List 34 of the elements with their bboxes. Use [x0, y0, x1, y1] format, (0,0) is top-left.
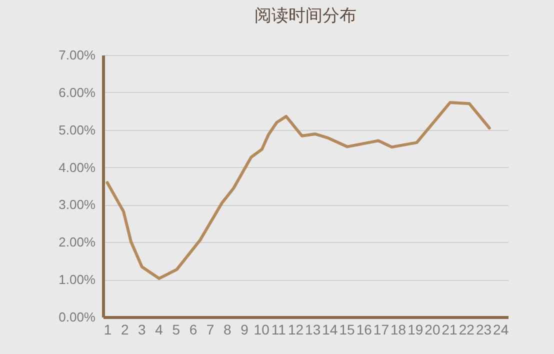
- x-tick-label: 14: [322, 322, 338, 338]
- x-tick-label: 13: [305, 322, 321, 338]
- x-tick-label: 3: [138, 322, 146, 338]
- y-tick-label: 0.00%: [58, 310, 96, 324]
- x-tick-label: 7: [206, 322, 214, 338]
- x-tick-label: 17: [373, 322, 390, 338]
- x-tick-label: 1: [104, 322, 112, 338]
- y-tick-label: 1.00%: [58, 272, 96, 288]
- y-tick-label: 4.00%: [58, 160, 96, 175]
- x-tick-label: 15: [339, 322, 356, 338]
- x-tick-label: 11: [271, 322, 286, 338]
- x-tick-label: 2: [120, 322, 129, 338]
- chart-title: 阅读时间分布: [254, 6, 356, 26]
- line-series: [106, 101, 491, 280]
- x-tick-label: 6: [189, 322, 198, 338]
- x-tick-label: 8: [223, 322, 232, 338]
- x-tick-label: 12: [288, 322, 304, 338]
- x-tick-label: 9: [240, 322, 249, 338]
- x-tick-label: 5: [172, 322, 180, 338]
- x-tick-label: 16: [356, 322, 372, 338]
- y-tick-label: 7.00%: [58, 48, 96, 62]
- y-tick-label: 2.00%: [58, 234, 96, 250]
- x-tick-label: 22: [458, 322, 475, 338]
- y-tick-label: 3.00%: [58, 197, 96, 212]
- x-tick-label: 10: [254, 322, 270, 338]
- x-tick-label: 21: [442, 322, 458, 338]
- y-tick-label: 6.00%: [58, 84, 96, 100]
- x-tick-label: 18: [390, 322, 406, 338]
- x-tick-label: 19: [408, 322, 424, 338]
- y-tick-label: 5.00%: [58, 122, 96, 138]
- x-tick-label: 24: [493, 322, 509, 338]
- x-tick-label: 23: [476, 322, 492, 338]
- x-tick-label: 20: [424, 322, 440, 338]
- x-tick-label: 4: [155, 322, 164, 338]
